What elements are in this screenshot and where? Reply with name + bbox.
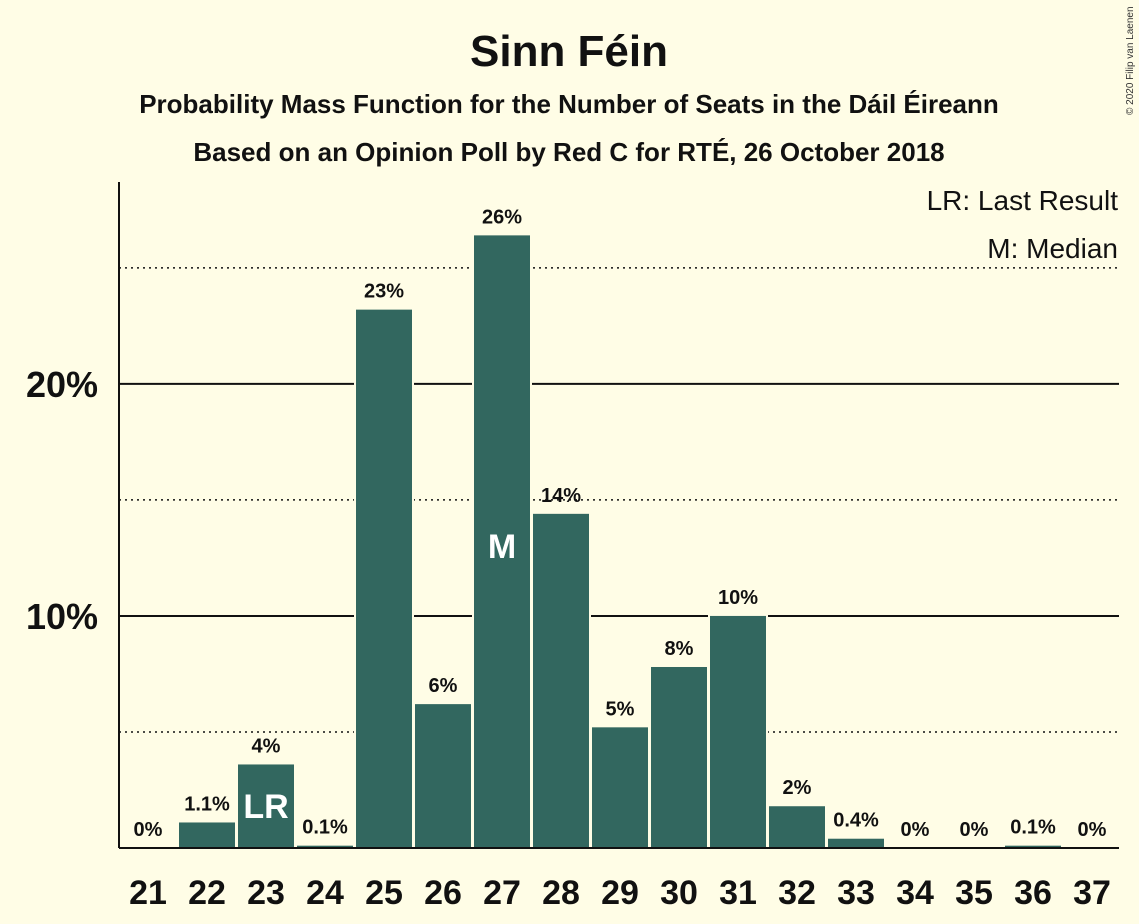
- bar-30: [651, 666, 707, 848]
- data-labels: 0% 21 1.1% 22 4% 23 LR 0.1% 24 23% 25 6% 26 26% 27 M 14%…: [129, 206, 1111, 912]
- y-tick-label: 10%: [26, 596, 98, 637]
- x-tick-28: 28: [542, 874, 580, 912]
- x-tick-34: 34: [896, 874, 934, 912]
- data-label-35: 0%: [960, 819, 989, 841]
- bar-25: [356, 309, 412, 848]
- chart-title: Sinn Féin: [470, 27, 668, 76]
- y-tick-label: 20%: [26, 364, 98, 405]
- chart-subtitle: Probability Mass Function for the Number…: [139, 89, 999, 119]
- bars: [177, 233, 1063, 849]
- bar-33: [828, 838, 884, 848]
- data-label-30: 8%: [665, 638, 694, 660]
- data-label-28: 14%: [541, 485, 581, 507]
- x-tick-35: 35: [955, 874, 993, 912]
- bar-29: [592, 727, 648, 848]
- x-tick-37: 37: [1073, 874, 1111, 912]
- data-label-34: 0%: [901, 819, 930, 841]
- bar-22: [179, 822, 235, 848]
- data-label-37: 0%: [1078, 819, 1107, 841]
- data-label-21: 0%: [134, 819, 163, 841]
- data-label-22: 1.1%: [184, 793, 230, 815]
- bar-27: [474, 235, 530, 849]
- bar-32: [769, 806, 825, 848]
- data-label-23: 4%: [252, 735, 281, 757]
- x-tick-27: 27: [483, 874, 521, 912]
- x-tick-23: 23: [247, 874, 285, 912]
- data-label-36: 0.1%: [1010, 817, 1056, 839]
- data-label-29: 5%: [606, 698, 635, 720]
- data-label-27: 26%: [482, 206, 522, 228]
- legend-last-result: LR: Last Result: [927, 185, 1119, 216]
- data-label-26: 6%: [429, 675, 458, 697]
- x-tick-32: 32: [778, 874, 816, 912]
- legend-median: M: Median: [987, 233, 1118, 264]
- axes: 10% 20%: [26, 182, 1119, 849]
- x-tick-30: 30: [660, 874, 698, 912]
- x-tick-33: 33: [837, 874, 875, 912]
- bar-23: [238, 764, 294, 848]
- x-tick-22: 22: [188, 874, 226, 912]
- x-tick-24: 24: [306, 874, 344, 912]
- x-tick-31: 31: [719, 874, 757, 912]
- x-tick-26: 26: [424, 874, 462, 912]
- x-tick-21: 21: [129, 874, 167, 912]
- copyright-notice: © 2020 Filip van Laenen: [1125, 6, 1136, 115]
- bar-36: [1005, 845, 1061, 848]
- bar-marker-M: M: [488, 528, 516, 566]
- x-tick-29: 29: [601, 874, 639, 912]
- data-label-25: 23%: [364, 281, 404, 303]
- bar-marker-LR: LR: [243, 788, 288, 826]
- bar-31: [710, 615, 766, 848]
- bar-28: [533, 513, 589, 848]
- gridlines: [119, 267, 1119, 733]
- bar-24: [297, 845, 353, 848]
- x-tick-25: 25: [365, 874, 403, 912]
- chart-subtitle-2: Based on an Opinion Poll by Red C for RT…: [193, 137, 944, 167]
- data-label-24: 0.1%: [302, 817, 348, 839]
- data-label-32: 2%: [783, 777, 812, 799]
- data-label-33: 0.4%: [833, 810, 879, 832]
- bar-26: [415, 704, 471, 848]
- x-tick-36: 36: [1014, 874, 1052, 912]
- data-label-31: 10%: [718, 587, 758, 609]
